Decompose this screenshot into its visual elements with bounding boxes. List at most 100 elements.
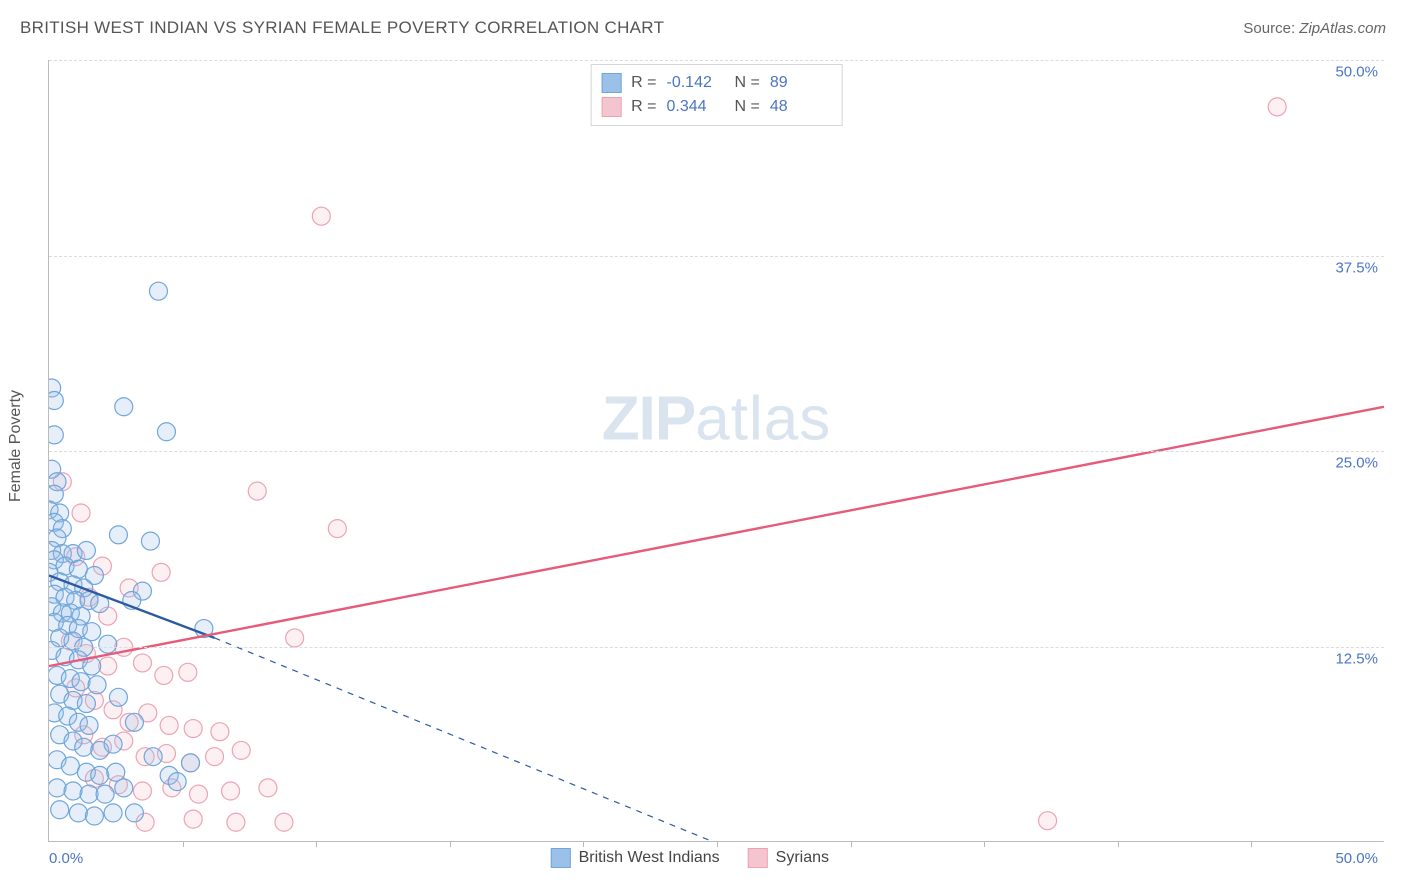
x-tick <box>851 841 852 847</box>
swatch-pink-icon <box>748 848 768 868</box>
data-point <box>75 726 93 744</box>
data-point <box>67 679 85 697</box>
data-point <box>56 557 74 575</box>
data-point <box>80 591 98 609</box>
r-value-blue: -0.142 <box>667 71 725 95</box>
data-point <box>195 620 213 638</box>
data-point <box>184 720 202 738</box>
y-tick-label: 12.5% <box>1335 650 1378 667</box>
series-legend: British West Indians Syrians <box>551 848 829 868</box>
data-point <box>61 670 79 688</box>
x-tick <box>583 841 584 847</box>
trend-line <box>49 575 215 637</box>
data-point <box>49 613 63 631</box>
data-point <box>123 591 141 609</box>
y-tick-label: 25.0% <box>1335 455 1378 472</box>
series-legend-item-blue: British West Indians <box>551 848 720 868</box>
gridline <box>49 451 1384 452</box>
x-tick <box>316 841 317 847</box>
data-point <box>115 779 133 797</box>
data-point <box>64 576 82 594</box>
y-tick-label: 37.5% <box>1335 259 1378 276</box>
data-point <box>144 748 162 766</box>
series-legend-item-pink: Syrians <box>748 848 829 868</box>
data-point <box>61 604 79 622</box>
y-tick-label: 50.0% <box>1335 64 1378 81</box>
data-point <box>120 579 138 597</box>
data-point <box>168 773 186 791</box>
data-point <box>222 782 240 800</box>
data-point <box>49 392 63 410</box>
n-value-blue: 89 <box>770 71 828 95</box>
data-point <box>49 585 63 603</box>
data-point <box>49 779 66 797</box>
source-attribution: Source: ZipAtlas.com <box>1243 20 1386 37</box>
plot-area: ZIPatlas R = -0.142 N = 89 R = 0.344 N =… <box>48 60 1384 842</box>
x-max-label: 50.0% <box>1335 850 1378 867</box>
data-point <box>104 735 122 753</box>
data-point <box>83 623 101 641</box>
x-origin-label: 0.0% <box>49 850 83 867</box>
data-point <box>182 754 200 772</box>
data-point <box>51 801 69 819</box>
r-value-pink: 0.344 <box>667 95 725 119</box>
gridline <box>49 60 1384 61</box>
data-point <box>69 651 87 669</box>
data-point <box>75 738 93 756</box>
chart-title: BRITISH WEST INDIAN VS SYRIAN FEMALE POV… <box>20 18 664 38</box>
data-point <box>1268 98 1286 116</box>
data-point <box>51 629 69 647</box>
data-point <box>96 785 114 803</box>
data-point <box>275 813 293 831</box>
swatch-blue-icon <box>601 73 621 93</box>
data-point <box>157 423 175 441</box>
data-point <box>51 726 69 744</box>
r-label: R = <box>631 95 656 119</box>
data-point <box>72 504 90 522</box>
data-point <box>139 704 157 722</box>
trend-line <box>49 407 1384 666</box>
data-point <box>53 545 71 563</box>
data-point <box>49 551 63 569</box>
data-point <box>69 804 87 822</box>
data-point <box>85 691 103 709</box>
watermark-part-b: atlas <box>695 385 831 454</box>
gridline <box>49 256 1384 257</box>
data-point <box>67 548 85 566</box>
data-point <box>69 713 87 731</box>
data-point <box>64 691 82 709</box>
data-point <box>64 545 82 563</box>
x-tick <box>1118 841 1119 847</box>
data-point <box>155 666 173 684</box>
x-tick <box>183 841 184 847</box>
data-point <box>49 513 63 531</box>
data-point <box>77 695 95 713</box>
data-point <box>160 766 178 784</box>
data-point <box>136 748 154 766</box>
data-point <box>133 654 151 672</box>
data-point <box>328 520 346 538</box>
data-point <box>69 620 87 638</box>
data-point <box>182 754 200 772</box>
source-prefix: Source: <box>1243 20 1299 37</box>
data-point <box>91 595 109 613</box>
data-point <box>59 616 77 634</box>
correlation-legend-row-pink: R = 0.344 N = 48 <box>601 95 828 119</box>
data-point <box>77 541 95 559</box>
data-point <box>85 770 103 788</box>
data-point <box>49 460 61 478</box>
data-point <box>51 685 69 703</box>
data-point <box>80 785 98 803</box>
data-point <box>1039 812 1057 830</box>
series-label-pink: Syrians <box>776 849 829 867</box>
data-point <box>69 560 87 578</box>
data-point <box>88 676 106 694</box>
data-point <box>141 532 159 550</box>
source-name: ZipAtlas.com <box>1299 20 1386 37</box>
data-point <box>184 810 202 828</box>
data-point <box>136 813 154 831</box>
data-point <box>49 379 61 397</box>
data-point <box>157 745 175 763</box>
data-point <box>72 673 90 691</box>
data-point <box>206 748 224 766</box>
